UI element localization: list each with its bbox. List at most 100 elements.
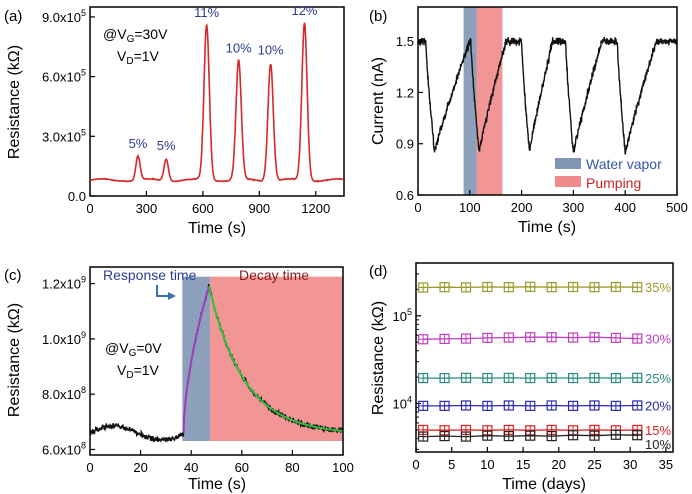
panel-b-plot-frame xyxy=(417,6,678,196)
panel-c-rise-fit xyxy=(182,286,210,433)
panel-b-ytick-label: 0.6 xyxy=(396,188,414,203)
panel-c-ytick-label: 8.0x108 xyxy=(42,385,86,402)
panel-b: (b) Time (s) Current (nA) 0 100 200 300 400 5… xyxy=(369,6,688,236)
panel-d-marker-cross xyxy=(418,401,428,411)
panel-a-ticks: 0 300 600 900 1200 0.0 3.0x105 6.0x105 9.0x105 xyxy=(42,8,330,216)
panel-d-series-label: 15% xyxy=(645,423,671,438)
panel-a-xtick-label: 1200 xyxy=(301,201,330,216)
panel-d-marker-cross xyxy=(504,431,514,441)
panel-d-marker-cross xyxy=(547,332,557,342)
panel-c-ytick-label: 1.0x109 xyxy=(42,330,86,347)
panel-c-decay-label: Decay time xyxy=(239,267,309,283)
panel-b-region-water-vapor xyxy=(463,7,477,195)
panel-d-marker-cross xyxy=(611,282,621,292)
panel-d-series-label: 10% xyxy=(645,437,671,452)
panel-d-xtick-label: 25 xyxy=(587,457,601,472)
panel-a-condition-vd: VD=1V xyxy=(117,48,160,67)
panel-d-marker-cross xyxy=(568,373,578,383)
panel-d-marker-cross xyxy=(461,432,471,442)
panel-a: (a) Time (s) Resistance (kΩ) 0 300 600 900 1… xyxy=(4,3,345,237)
panel-c-xtick-label: 60 xyxy=(235,460,249,475)
panel-a-plot-frame xyxy=(89,6,345,197)
panel-c: (c) Time (s) Resistance (kΩ) 0 20 40 60 80 10… xyxy=(4,266,354,493)
panel-d-marker-cross xyxy=(461,373,471,383)
panel-d-ytick-label: 105 xyxy=(393,307,412,324)
panel-d-marker-cross xyxy=(632,400,642,410)
panel-d-marker-cross xyxy=(440,282,450,292)
panel-d-marker-cross xyxy=(418,334,428,344)
panel-b-ylabel: Current (nA) xyxy=(370,57,387,145)
panel-d-marker-cross xyxy=(440,334,450,344)
panel-d-marker-cross xyxy=(504,333,514,343)
panel-c-response-arrowhead xyxy=(168,292,176,300)
panel-c-ytick-label: 1.2x109 xyxy=(42,275,86,292)
panel-b-regions xyxy=(463,7,503,195)
panel-d-series-label: 30% xyxy=(645,332,671,347)
panel-d-plot-frame xyxy=(415,262,674,453)
panel-d-label: (d) xyxy=(369,263,387,280)
panel-d-xtick-label: 10 xyxy=(480,457,494,472)
panel-c-xtick-label: 40 xyxy=(184,460,198,475)
panel-d-marker-cross xyxy=(418,432,428,442)
panel-b-xtick-label: 100 xyxy=(459,200,481,215)
panel-d-ytick-label: 104 xyxy=(393,395,412,412)
panel-d-marker-cross xyxy=(589,332,599,342)
panel-d-marker-cross xyxy=(525,373,535,383)
panel-c-regions xyxy=(182,276,343,441)
panel-d-marker-cross xyxy=(461,400,471,410)
panel-a-xlabel: Time (s) xyxy=(188,220,246,237)
panel-d-marker-cross xyxy=(547,282,557,292)
panel-c-series xyxy=(89,284,344,444)
panel-d-series-label: 25% xyxy=(645,371,671,386)
panel-d-series: 35% 30% 25% 20% 15%10% xyxy=(418,280,671,452)
panel-c-region-decay-time xyxy=(210,276,343,441)
panel-d-marker-cross xyxy=(632,430,642,440)
panel-c-condition-vd: VD=1V xyxy=(117,362,160,381)
panel-d-xtick-label: 35 xyxy=(659,457,673,472)
panel-c-region-response-time xyxy=(182,276,211,441)
panel-a-ylabel: Resistance (kΩ) xyxy=(6,45,23,159)
panel-d-ylabel: Resistance (kΩ) xyxy=(370,301,387,415)
legend-swatch-pumping xyxy=(555,176,581,187)
panel-d-xtick-label: 5 xyxy=(448,457,455,472)
panel-d-marker-cross xyxy=(504,282,514,292)
panel-d-marker-cross xyxy=(632,373,642,383)
panel-b-ytick-label: 1.2 xyxy=(396,85,414,100)
panel-d-xtick-label: 0 xyxy=(412,457,419,472)
panel-b-xtick-label: 500 xyxy=(666,200,688,215)
panel-b-current-trace xyxy=(417,36,678,155)
panel-a-xtick-label: 300 xyxy=(136,201,158,216)
panel-d-xtick-label: 20 xyxy=(552,457,566,472)
panel-d-ticks: 0 5 10 15 20 25 30 35 104 105 xyxy=(393,273,673,472)
panel-d-marker-cross xyxy=(611,430,621,440)
panel-b-xtick-label: 300 xyxy=(563,200,585,215)
panel-c-condition-vg: @VG=0V xyxy=(105,340,162,359)
panel-c-xtick-label: 80 xyxy=(285,460,299,475)
panel-b-xtick-label: 400 xyxy=(614,200,636,215)
panel-d-marker-cross xyxy=(482,333,492,343)
panel-c-xtick-label: 20 xyxy=(133,460,147,475)
panel-d-marker-cross xyxy=(568,282,578,292)
panel-b-ticks: 0 100 200 300 400 500 0.6 0.9 1.2 1.5 xyxy=(396,34,688,215)
panel-a-peak-label: 5% xyxy=(157,138,176,153)
panel-d-marker-cross xyxy=(418,373,428,383)
panel-d-marker-cross xyxy=(525,431,535,441)
panel-b-xtick-label: 0 xyxy=(414,200,421,215)
panel-d-xtick-label: 15 xyxy=(516,457,530,472)
panel-d-marker-cross xyxy=(504,373,514,383)
panel-d-marker-cross xyxy=(547,431,557,441)
panel-d-marker-cross xyxy=(440,431,450,441)
panel-c-ylabel: Resistance (kΩ) xyxy=(6,303,23,417)
legend-label-pumping: Pumping xyxy=(586,175,641,191)
panel-a-peak-labels: 5% 5% 11% 10% 10% 12% xyxy=(129,3,318,153)
panel-c-ticks: 0 20 40 60 80 100 6.0x108 8.0x108 1.0x109 1.2x109 xyxy=(42,275,354,475)
panel-d-marker-cross xyxy=(632,282,642,292)
panel-d-marker-cross xyxy=(418,283,428,293)
panel-d-marker-cross xyxy=(525,401,535,411)
panel-d-marker-cross xyxy=(525,332,535,342)
panel-d-marker-cross xyxy=(525,282,535,292)
panel-d-marker-cross xyxy=(589,431,599,441)
legend-label-water-vapor: Water vapor xyxy=(586,156,662,172)
panel-a-ytick-label: 3.0x105 xyxy=(42,127,86,144)
